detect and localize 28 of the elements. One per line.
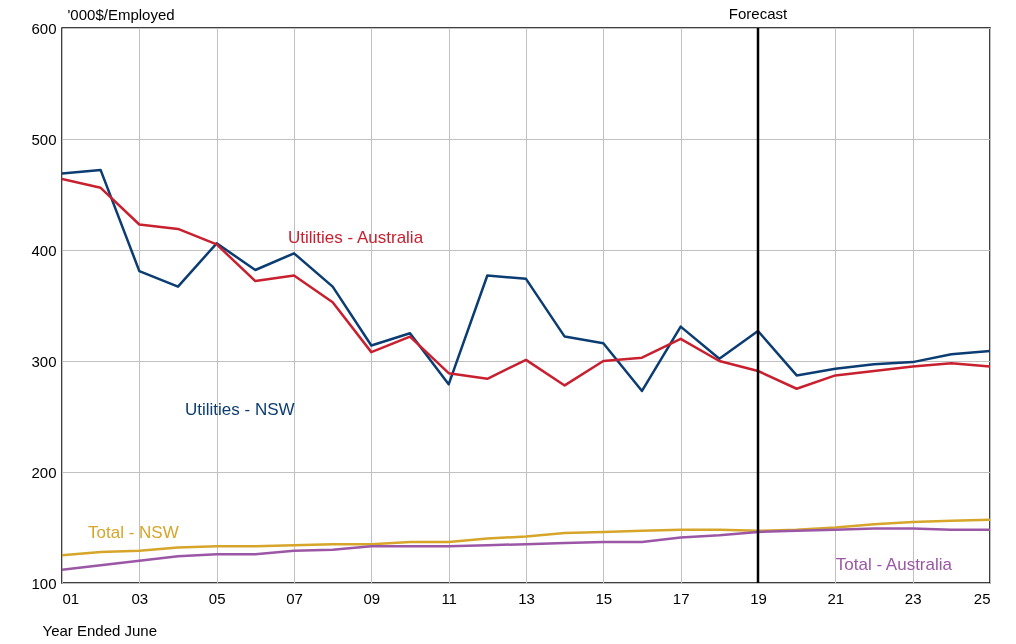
series-label: Total - Australia	[835, 555, 953, 574]
y-tick-label: 200	[31, 463, 57, 481]
y-tick-label: 600	[31, 19, 57, 37]
x-tick-label: 09	[363, 589, 381, 607]
y-tick-label: 100	[31, 574, 57, 592]
ref-line-label: Forecast	[728, 5, 788, 22]
series-label: Total - NSW	[88, 523, 179, 542]
x-tick-label: 15	[595, 589, 613, 607]
y-tick-label: 400	[31, 241, 57, 259]
x-tick-label: 19	[750, 589, 767, 607]
y-tick-label: 500	[31, 130, 57, 148]
x-tick-label: 17	[672, 589, 690, 607]
y-tick-label: 300	[31, 352, 57, 370]
line-series	[62, 518, 990, 557]
series-label: Utilities - Australia	[288, 228, 424, 247]
x-tick-label: 05	[208, 589, 226, 607]
y-axis-title: '000$/Employed	[67, 5, 175, 23]
x-tick-label: 21	[827, 589, 845, 607]
x-axis-title: Year Ended June	[42, 621, 158, 639]
x-tick-label: 11	[441, 589, 457, 607]
x-tick-label: 01	[62, 589, 80, 607]
line-series	[62, 527, 990, 571]
x-tick-label: 13	[518, 589, 535, 607]
text: Utilities - NSW	[185, 400, 295, 419]
x-tick-label: 23	[904, 589, 922, 607]
x-tick-label: 25	[973, 589, 991, 607]
x-tick-label: 07	[286, 589, 303, 607]
x-tick-label: 03	[131, 589, 149, 607]
